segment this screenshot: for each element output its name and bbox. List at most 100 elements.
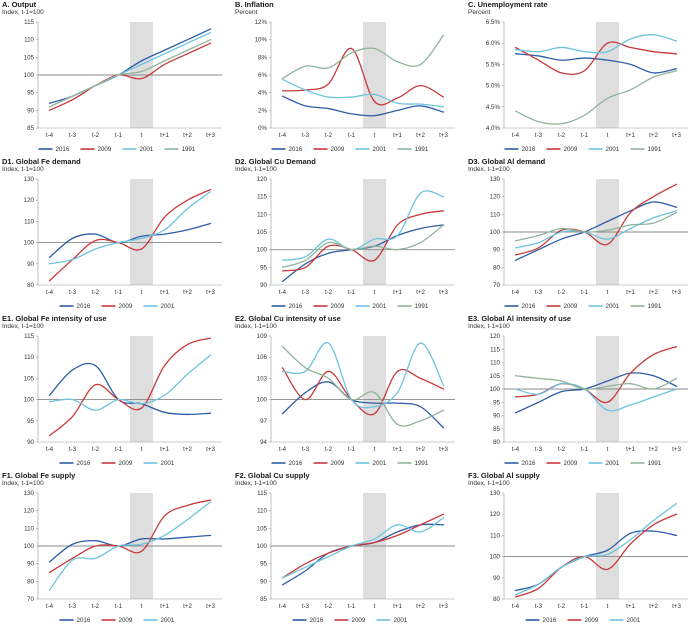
y-tick-label: 0% (258, 125, 267, 132)
chart-title: E3. Global Al intensity of use (468, 314, 572, 323)
x-tick-label: t-3 (69, 132, 77, 139)
series-line-2001 (281, 78, 445, 108)
y-tick-label: 70 (493, 282, 500, 289)
x-tick-label: t+3 (439, 132, 448, 139)
series-line-2009 (514, 513, 678, 598)
y-tick-label: 120 (490, 333, 501, 340)
x-tick-label: t-3 (535, 289, 543, 296)
y-tick-label: 130 (490, 490, 501, 497)
x-tick-label: t+1 (393, 132, 402, 139)
chart-title: B. Inflation (235, 0, 274, 9)
series-line-2016 (514, 372, 678, 414)
x-tick-label: t-3 (302, 289, 310, 296)
y-tick-label: 100 (24, 397, 35, 404)
y-tick-label: 115 (257, 490, 267, 497)
series-line-1991 (514, 70, 678, 125)
x-tick-label: t+3 (206, 132, 215, 139)
x-tick-label: t-2 (92, 132, 100, 139)
chart-title: D3. Global Al demand (468, 157, 546, 166)
x-tick-label: t-2 (325, 132, 333, 139)
x-tick-label: t (374, 132, 376, 139)
y-tick-label: 5.5% (486, 61, 501, 68)
legend-label-2016: 2016 (77, 460, 91, 467)
chart-svg: 70 80 90 100 110 120 130 t-4 t-3 t-2 t-1 t t+1 t+2 t+3… (490, 176, 688, 310)
y-tick-label: 85 (260, 596, 267, 603)
legend-label-2001: 2001 (373, 460, 387, 467)
chart-subtitle: Index, t-1=100 (2, 166, 44, 173)
chart-panel-c: C. Unemployment rate Percent 4.0% 4.5% 5.0% 5… (466, 0, 699, 157)
legend-label-2016: 2016 (56, 146, 70, 153)
shaded-period (596, 493, 619, 599)
y-tick-label: 130 (24, 176, 35, 183)
x-tick-label: t+2 (649, 132, 658, 139)
legend-label-2009: 2009 (119, 460, 133, 467)
legend-label-2001: 2001 (373, 303, 387, 310)
x-tick-label: t-4 (46, 446, 54, 453)
legend-label-2016: 2016 (289, 146, 303, 153)
chart-subtitle: Index, t-1=100 (235, 323, 277, 330)
x-tick-label: t+2 (183, 603, 192, 610)
series-line-2001 (48, 501, 212, 591)
legend-label-2016: 2016 (77, 617, 91, 624)
y-tick-label: 90 (260, 578, 267, 585)
chart-subtitle: Percent (468, 9, 491, 16)
series-line-2016 (48, 534, 212, 563)
x-tick-label: t-2 (558, 289, 566, 296)
y-tick-label: 90 (493, 413, 500, 420)
x-tick-label: t-3 (302, 132, 310, 139)
y-tick-label: 100 (24, 240, 35, 247)
x-tick-label: t-3 (69, 446, 77, 453)
series-line-2009 (281, 210, 445, 272)
legend-label-1991: 1991 (648, 303, 662, 310)
x-tick-label: t+3 (439, 603, 448, 610)
x-tick-label: t (607, 132, 609, 139)
x-tick-label: t-2 (92, 289, 100, 296)
y-tick-label: 6.5% (486, 19, 501, 26)
x-tick-label: t (374, 289, 376, 296)
legend-label-2001: 2001 (394, 617, 408, 624)
x-tick-label: t-4 (512, 446, 520, 453)
y-tick-label: 100 (257, 397, 268, 404)
x-tick-label: t-3 (535, 603, 543, 610)
x-tick-label: t-4 (46, 603, 54, 610)
x-tick-label: t (141, 289, 143, 296)
y-tick-label: 109 (257, 333, 268, 340)
series-line-2001 (48, 191, 212, 265)
y-tick-label: 4.0% (486, 125, 501, 132)
x-tick-label: t+2 (183, 132, 192, 139)
y-tick-label: 85 (27, 125, 34, 132)
legend-label-2016: 2016 (543, 617, 557, 624)
chart-title: D1. Global Fe demand (2, 157, 81, 166)
legend-label-2009: 2009 (331, 146, 345, 153)
y-tick-label: 100 (490, 229, 501, 236)
x-tick-label: t-2 (558, 446, 566, 453)
series-line-2016 (281, 95, 445, 117)
x-tick-label: t (141, 446, 143, 453)
series-line-2001 (48, 354, 212, 411)
x-tick-label: t+2 (416, 132, 425, 139)
y-tick-label: 90 (493, 575, 500, 582)
y-tick-label: 6% (258, 72, 267, 79)
x-tick-label: t+1 (626, 289, 635, 296)
y-tick-label: 110 (24, 37, 34, 44)
chart-subtitle: Index, t-1=100 (2, 323, 44, 330)
y-tick-label: 115 (24, 333, 34, 340)
x-tick-label: t+2 (416, 446, 425, 453)
legend-label-2009: 2009 (564, 303, 578, 310)
y-tick-label: 90 (27, 439, 34, 446)
series-line-2001 (514, 34, 678, 54)
chart-title: A. Output (2, 0, 37, 9)
y-tick-label: 90 (27, 561, 34, 568)
x-tick-label: t-4 (46, 132, 54, 139)
legend-label-2001: 2001 (161, 617, 175, 624)
legend-label-2016: 2016 (522, 460, 536, 467)
series-line-2009 (281, 47, 445, 106)
x-tick-label: t-1 (115, 603, 123, 610)
chart-svg: 85 90 95 100 105 110 115 t-4 t-3 t-2 t-1 t t+1 t+2 t+3… (257, 490, 455, 624)
series-line-2009 (281, 513, 445, 579)
y-tick-label: 4.5% (486, 104, 501, 111)
chart-panel-f2: F2. Global Cu supply Index, t-1=100 85 90 95… (233, 471, 466, 628)
series-line-1991 (281, 34, 445, 80)
y-tick-label: 90 (27, 107, 34, 114)
x-tick-label: t+2 (416, 289, 425, 296)
